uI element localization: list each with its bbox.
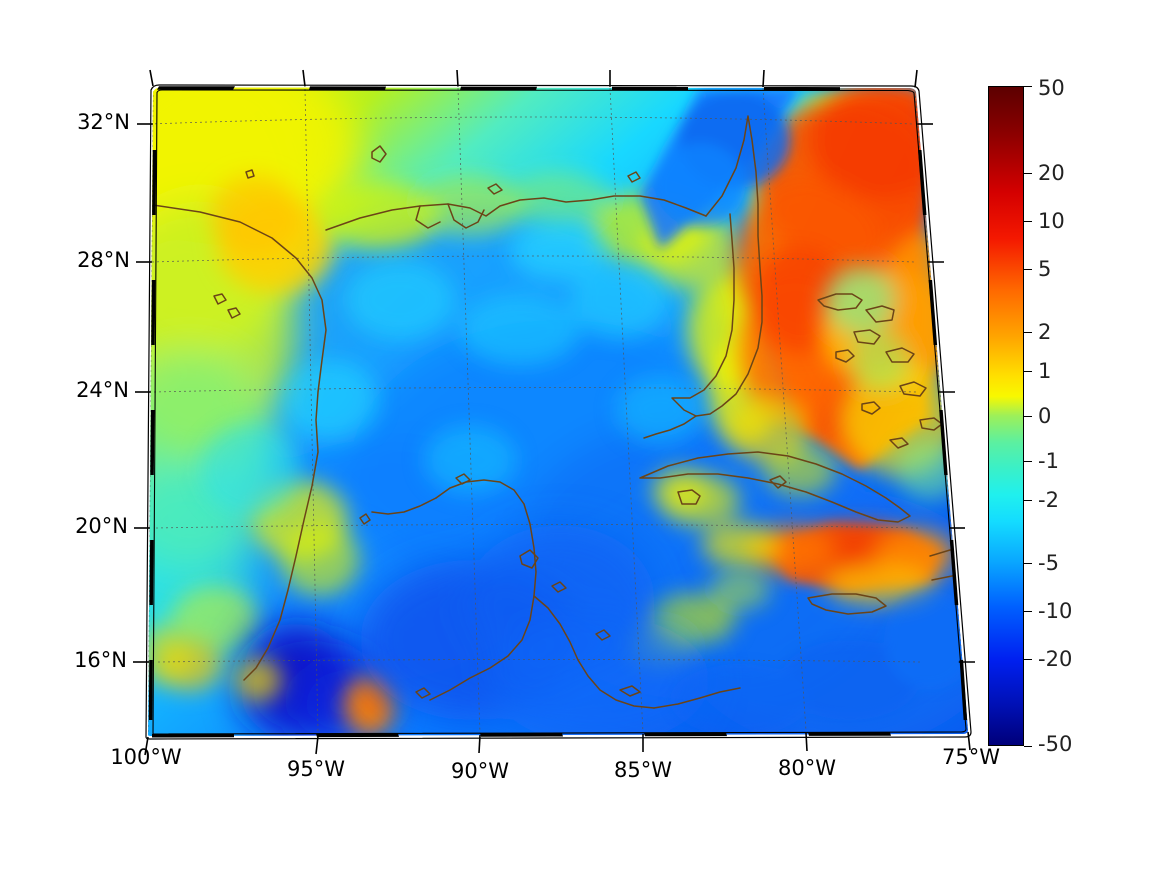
colorbar-tick-5 <box>1024 269 1032 270</box>
colorbar-tick-neg10 <box>1024 611 1032 612</box>
colorbar-tick-neg1 <box>1024 461 1032 462</box>
lat-label-24n: 24°N <box>76 378 129 402</box>
colorbar-tick-2 <box>1024 332 1032 333</box>
colorbar-label-1: 1 <box>1038 359 1052 383</box>
colorbar-label-neg20: -20 <box>1038 647 1073 671</box>
colorbar-label-10: 10 <box>1038 209 1065 233</box>
colorbar-tick-neg2 <box>1024 500 1032 501</box>
colorbar-label-neg10: -10 <box>1038 599 1073 623</box>
lon-label-100w: 100°W <box>110 745 182 769</box>
colorbar-tick-50 <box>1024 86 1032 87</box>
lon-label-85w: 85°W <box>614 758 672 782</box>
lon-label-80w: 80°W <box>778 756 836 780</box>
lat-label-28n: 28°N <box>77 248 130 272</box>
colorbar-label-neg5: -5 <box>1038 551 1059 575</box>
scalar-field <box>148 87 968 736</box>
lon-label-75w: 75°W <box>942 745 1000 769</box>
colorbar-tick-neg20 <box>1024 659 1032 660</box>
colorbar-label-5: 5 <box>1038 257 1052 281</box>
colorbar[interactable]: 50 20 10 5 2 1 0 -1 -2 -5 -10 -20 -50 <box>988 76 1072 756</box>
lat-label-20n: 20°N <box>75 514 128 538</box>
colorbar-tick-neg5 <box>1024 563 1032 564</box>
colorbar-label-20: 20 <box>1038 161 1065 185</box>
colorbar-label-0: 0 <box>1038 404 1052 428</box>
lon-label-90w: 90°W <box>451 759 509 783</box>
colorbar-label-neg50: -50 <box>1038 732 1073 756</box>
lon-label-95w: 95°W <box>287 757 345 781</box>
colorbar-label-neg2: -2 <box>1038 488 1059 512</box>
colorbar-tick-20 <box>1024 173 1032 174</box>
colorbar-tick-neg50 <box>1024 746 1032 747</box>
colorbar-label-neg1: -1 <box>1038 449 1059 473</box>
colorbar-tick-0 <box>1024 416 1032 417</box>
lat-label-16n: 16°N <box>74 648 127 672</box>
colorbar-label-2: 2 <box>1038 320 1052 344</box>
lat-label-32n: 32°N <box>77 110 130 134</box>
colorbar-gradient <box>988 86 1024 746</box>
colorbar-tick-10 <box>1024 221 1032 222</box>
colorbar-tick-1 <box>1024 371 1032 372</box>
map-frame <box>133 69 975 756</box>
colorbar-label-50: 50 <box>1038 76 1065 100</box>
